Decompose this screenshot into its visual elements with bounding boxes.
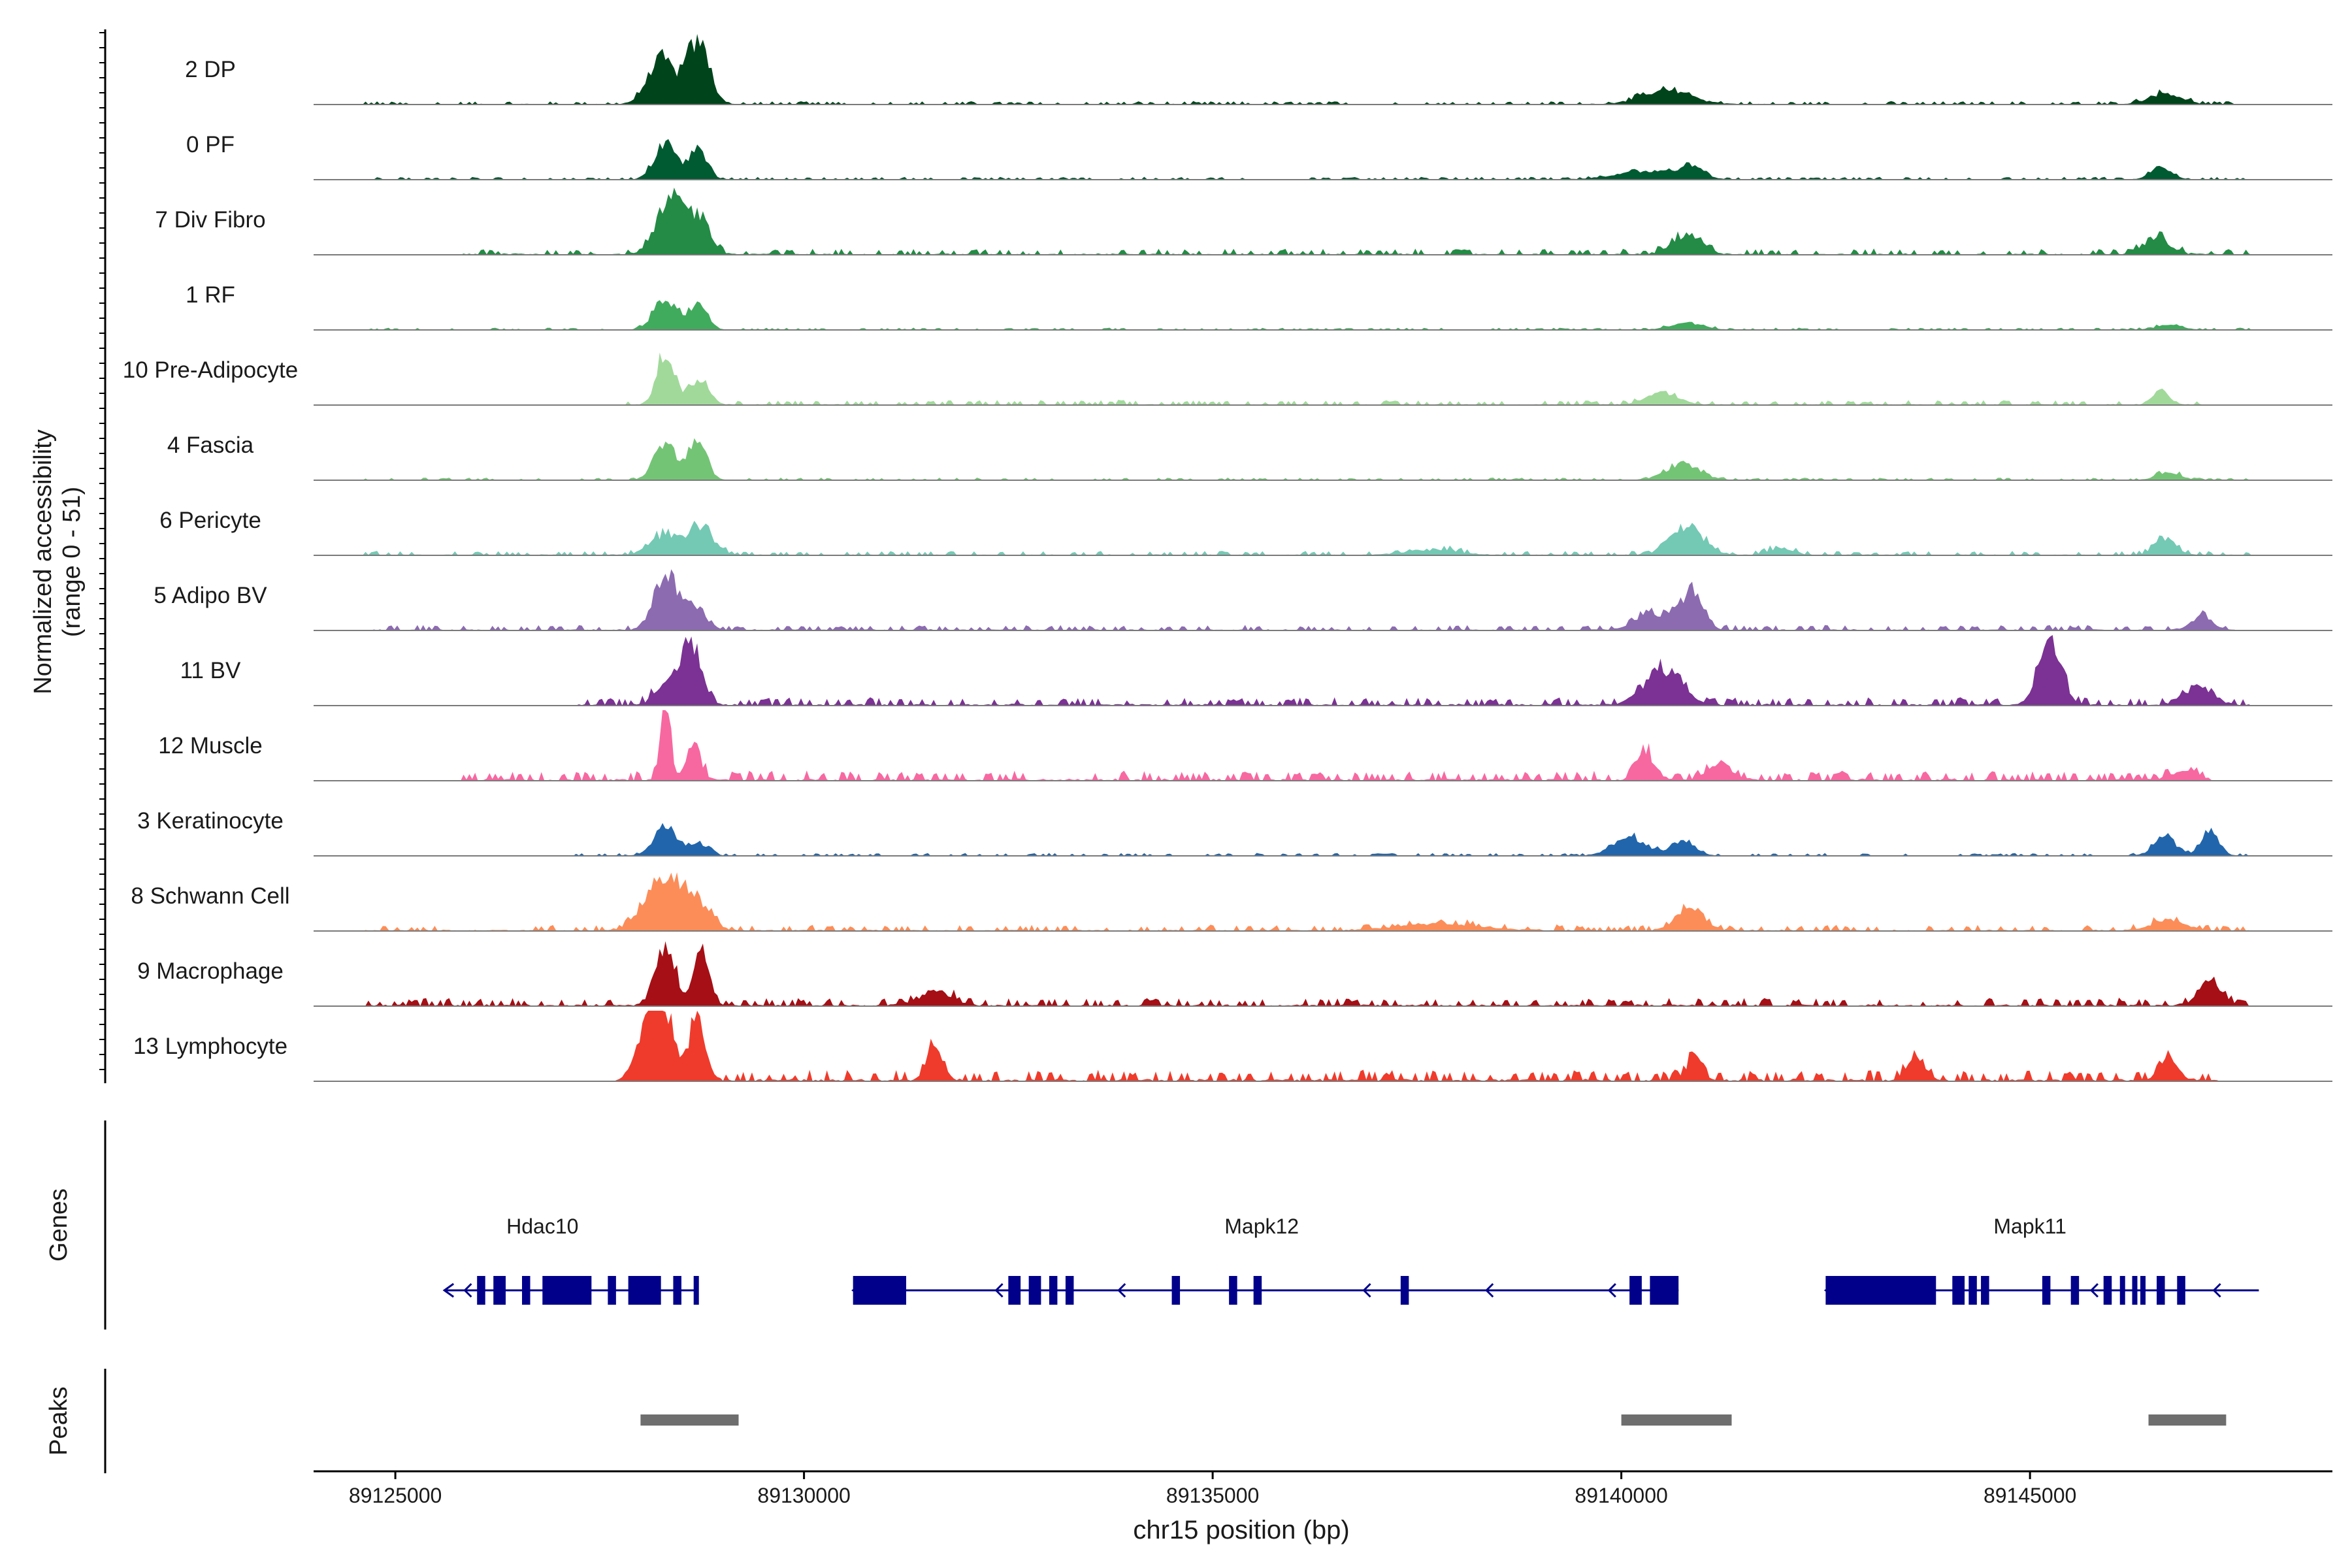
exon — [1171, 1276, 1181, 1305]
left-axis-group — [99, 29, 106, 1473]
exon — [853, 1276, 906, 1305]
exon — [2042, 1276, 2051, 1305]
x-axis: 89125000 89130000 89135000 89140000 89145000 — [314, 1470, 2332, 1507]
y-axis-title-line1: Normalized accessibility — [29, 429, 57, 694]
strand-arrow-icon — [463, 1282, 472, 1298]
exon — [1952, 1276, 1965, 1305]
track-7: 6 Pericyte — [159, 508, 2332, 556]
strand-arrow-icon — [994, 1282, 1004, 1298]
strand-arrow-icon — [1362, 1282, 1371, 1298]
exon — [2070, 1276, 2080, 1305]
exon — [2103, 1276, 2112, 1305]
track-11: 3 Keratinocyte — [137, 808, 2332, 857]
track-label: 9 Macrophage — [137, 958, 284, 984]
gene-mapk11: Mapk11 — [1823, 1215, 2259, 1305]
track-label: 3 Keratinocyte — [137, 808, 284, 834]
track-6: 4 Fascia — [167, 433, 2332, 481]
x-tick-label: 89135000 — [1166, 1484, 1259, 1507]
strand-arrow-icon — [442, 1282, 455, 1298]
exon — [522, 1276, 531, 1305]
genes-panel-label: Genes — [45, 1188, 73, 1262]
exon — [1008, 1276, 1021, 1305]
strand-arrow-icon — [1485, 1282, 1494, 1298]
strand-arrow-icon — [2089, 1282, 2099, 1298]
gene-hdac10: Hdac10 — [442, 1215, 699, 1305]
track-9: 11 BV — [180, 635, 2332, 706]
x-tick-label: 89145000 — [1984, 1484, 2076, 1507]
peak-region-bar — [1621, 1414, 1732, 1426]
track-label: 11 BV — [180, 658, 241, 683]
track-label: 7 Div Fibro — [155, 207, 265, 233]
y-axis-title-line2: (range 0 - 51) — [58, 487, 86, 637]
coverage-tracks: 2 DP 0 PF 7 Div Fibro 1 RF 10 Pre-Adipocyte 4… — [123, 34, 2332, 1082]
exon — [1065, 1276, 1074, 1305]
track-label: 8 Schwann Cell — [131, 883, 289, 909]
track-4: 1 RF — [186, 282, 2332, 331]
track-label: 5 Adipo BV — [154, 583, 267, 608]
x-tick-label: 89130000 — [757, 1484, 850, 1507]
track-14: 13 Lymphocyte — [133, 1011, 2332, 1082]
peak-region-bar — [2148, 1414, 2227, 1426]
exon — [628, 1276, 661, 1305]
peaks-panel-label: Peaks — [45, 1386, 73, 1456]
gene-annotation-track: Hdac10 Mapk12 Mapk11 — [442, 1215, 2259, 1305]
exon — [542, 1276, 592, 1305]
exon — [477, 1276, 485, 1305]
strand-arrow-icon — [1607, 1282, 1616, 1298]
peak-region-bar — [640, 1414, 739, 1426]
exon — [493, 1276, 506, 1305]
track-label: 6 Pericyte — [159, 508, 261, 533]
track-label: 10 Pre-Adipocyte — [123, 357, 298, 383]
track-1: 2 DP — [185, 34, 2332, 105]
track-label: 4 Fascia — [167, 433, 254, 458]
y-axis-title: Normalized accessibility (range 0 - 51) — [29, 429, 86, 694]
gene-label: Mapk12 — [1224, 1215, 1299, 1238]
gene-mapk12: Mapk12 — [851, 1215, 1679, 1305]
exon — [2177, 1276, 2185, 1305]
exon — [608, 1276, 616, 1305]
exon — [2119, 1276, 2125, 1305]
gene-label: Hdac10 — [506, 1215, 578, 1238]
track-2: 0 PF — [186, 132, 2332, 180]
exon — [1981, 1276, 1989, 1305]
exon — [2140, 1276, 2146, 1305]
track-13: 9 Macrophage — [137, 941, 2332, 1007]
strand-arrow-icon — [1117, 1282, 1126, 1298]
track-10: 12 Muscle — [158, 710, 2332, 781]
track-label: 13 Lymphocyte — [133, 1034, 287, 1059]
exon — [2157, 1276, 2165, 1305]
x-tick-label: 89140000 — [1575, 1484, 1667, 1507]
coverage-area — [314, 635, 2332, 706]
exon — [1400, 1276, 1409, 1305]
track-label: 2 DP — [185, 57, 236, 82]
track-5: 10 Pre-Adipocyte — [123, 352, 2332, 406]
exon — [1229, 1276, 1237, 1305]
exon — [1028, 1276, 1041, 1305]
track-8: 5 Adipo BV — [154, 569, 2332, 631]
strand-arrow-icon — [2212, 1282, 2221, 1298]
exon — [1253, 1276, 1262, 1305]
exon — [2132, 1276, 2138, 1305]
exon — [1629, 1276, 1642, 1305]
gene-label: Mapk11 — [1993, 1215, 2066, 1238]
track-label: 0 PF — [186, 132, 235, 157]
track-12: 8 Schwann Cell — [131, 872, 2332, 932]
coverage-area — [314, 710, 2332, 781]
track-label: 1 RF — [186, 282, 235, 308]
track-label: 12 Muscle — [158, 733, 263, 759]
track-3: 7 Div Fibro — [155, 188, 2332, 255]
exon — [1049, 1276, 1058, 1305]
exon — [1825, 1276, 1936, 1305]
x-axis-title: chr15 position (bp) — [1133, 1516, 1349, 1544]
exon — [673, 1276, 681, 1305]
exon — [1968, 1276, 1977, 1305]
peak-region-track — [640, 1414, 2227, 1426]
exon — [693, 1276, 699, 1305]
exon — [1650, 1276, 1679, 1305]
x-tick-label: 89125000 — [349, 1484, 442, 1507]
